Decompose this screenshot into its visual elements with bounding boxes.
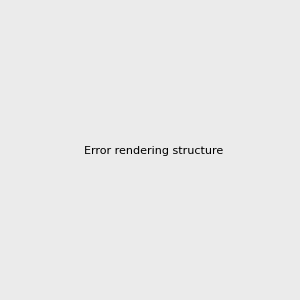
Text: Error rendering structure: Error rendering structure: [84, 146, 224, 157]
